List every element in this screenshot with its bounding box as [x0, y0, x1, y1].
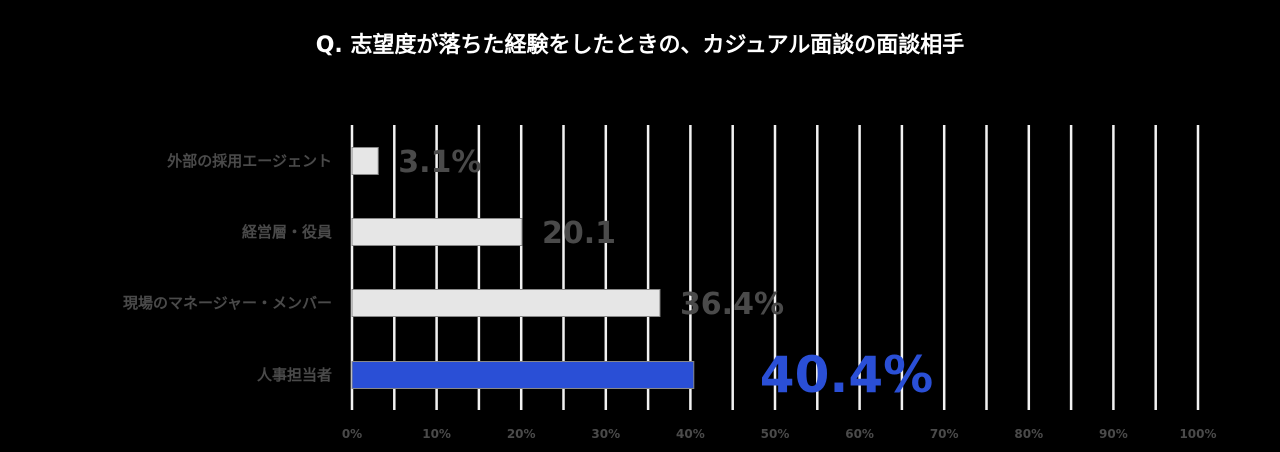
- data-label: 20.1: [542, 216, 616, 251]
- x-tick-label: 70%: [930, 427, 959, 441]
- data-label: 3.1%: [398, 145, 481, 180]
- x-tick-label: 40%: [676, 427, 705, 441]
- data-label: 36.4%: [680, 287, 784, 322]
- x-tick-label: 30%: [591, 427, 620, 441]
- bar: [351, 218, 523, 246]
- bar: [351, 147, 379, 175]
- data-label: 40.4%: [760, 346, 933, 404]
- x-tick-label: 60%: [845, 427, 874, 441]
- x-tick-label: 20%: [507, 427, 536, 441]
- category-label: 外部の採用エージェント: [166, 152, 332, 170]
- x-tick-label: 10%: [422, 427, 451, 441]
- x-tick-label: 90%: [1099, 427, 1128, 441]
- category-label: 経営層・役員: [242, 223, 332, 241]
- chart-title: Q. 志望度が落ちた経験をしたときの、カジュアル面談の面談相手: [316, 32, 965, 58]
- bar: [351, 289, 661, 317]
- category-label: 現場のマネージャー・メンバー: [123, 294, 332, 312]
- x-tick-label: 80%: [1014, 427, 1043, 441]
- x-tick-label: 0%: [342, 427, 362, 441]
- category-label: 人事担当者: [257, 366, 332, 384]
- x-tick-label: 50%: [761, 427, 790, 441]
- x-tick-label: 100%: [1179, 427, 1216, 441]
- bar: [351, 361, 695, 389]
